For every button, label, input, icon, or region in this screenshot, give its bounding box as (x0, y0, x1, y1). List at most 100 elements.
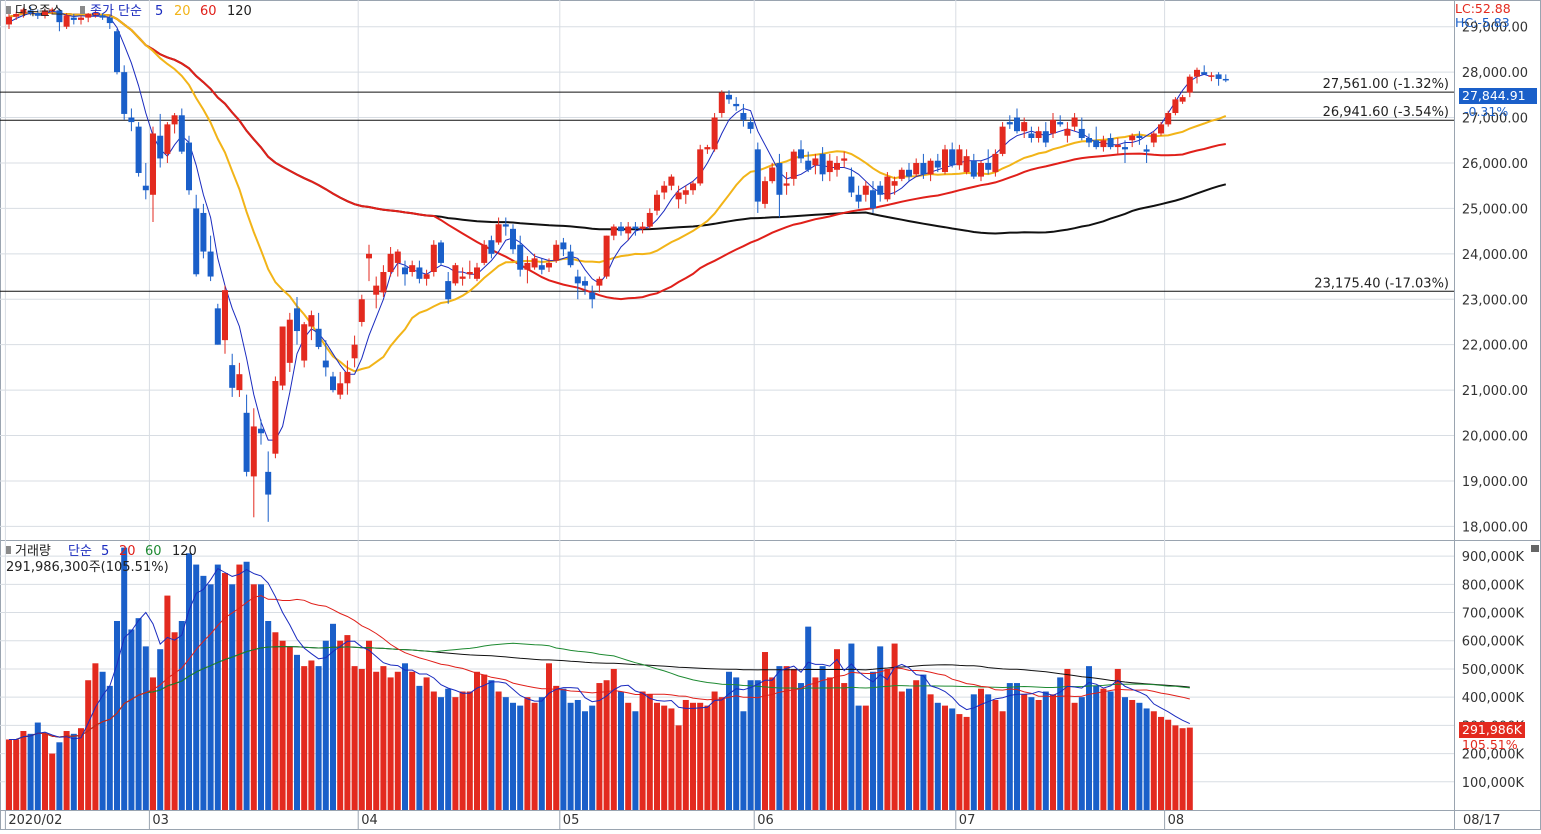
candle-down (1215, 74, 1222, 79)
candle-up (423, 274, 430, 279)
volume-bar (171, 632, 178, 810)
candle-up (1165, 113, 1172, 125)
volume-bar (373, 671, 380, 810)
volume-bar (438, 697, 444, 810)
candle-down (70, 17, 77, 20)
candle-up (992, 153, 999, 173)
candle-up (718, 92, 725, 114)
candle-down (726, 94, 732, 100)
price-moving-averages (8, 10, 1227, 441)
volume-bar (776, 666, 783, 810)
volume-bar (682, 699, 689, 810)
candle-down (517, 244, 524, 270)
ma5-label: 5 (155, 4, 163, 19)
candle-up (286, 319, 293, 363)
volume-bar (301, 666, 308, 810)
candle-up (596, 278, 603, 286)
candle-down (229, 365, 236, 388)
candle-down (243, 412, 250, 472)
volume-bar (790, 668, 797, 810)
candle-down (1093, 140, 1100, 148)
volume-bar (582, 711, 588, 810)
candle-up (704, 147, 711, 150)
candle-down (855, 194, 862, 202)
panel-close-icon[interactable] (1531, 545, 1539, 552)
volume-bar (531, 702, 538, 810)
volume-legend[interactable]: 거래량 단순 5 20 60 120 291,986,300주(105.51%) (6, 544, 197, 575)
volume-bar (574, 699, 581, 810)
volume-bar (1172, 725, 1179, 810)
ma120-line (8, 11, 1227, 235)
candle-up (452, 265, 459, 284)
price-tick-label: 23,000.00 (1462, 293, 1528, 308)
candle-up (337, 383, 344, 395)
volume-bar (150, 677, 156, 810)
current-volume-pct: 105.51% (1462, 737, 1518, 752)
volume-tick-label: 500,000K (1462, 663, 1525, 678)
candle-up (344, 371, 351, 384)
volume-bar (495, 691, 502, 810)
candle-down (56, 10, 63, 23)
volume-tick-label: 900,000K (1462, 550, 1525, 565)
candle-up (85, 13, 92, 18)
volume-bar (34, 722, 41, 810)
volume-bar (992, 699, 999, 810)
candle-up (1071, 117, 1078, 127)
volume-bar (481, 674, 488, 810)
candle-down (438, 242, 444, 263)
candle-up (6, 16, 12, 25)
volume-bar (855, 705, 862, 810)
volume-bar (474, 671, 480, 810)
ma120-label: 120 (227, 4, 252, 19)
volume-bar (1179, 728, 1186, 810)
volume-bar (236, 564, 243, 810)
volume-bar (783, 666, 790, 810)
volume-bar (286, 646, 293, 810)
candle-down (416, 267, 423, 279)
volume-tick-label: 200,000K (1462, 748, 1525, 763)
price-legend[interactable]: 다우존스 종가 단순 5 20 60 120 (6, 4, 252, 19)
candle-down (776, 162, 783, 195)
vol-ma5-line (9, 567, 1191, 740)
candle-down (1143, 149, 1150, 152)
volume-bar (445, 688, 452, 810)
candle-down (870, 190, 876, 209)
candle-down (106, 17, 113, 24)
candle-down (1086, 138, 1092, 143)
candle-down (582, 281, 588, 286)
candle-up (690, 183, 696, 191)
candle-up (646, 212, 653, 227)
candle-down (632, 226, 639, 229)
candle-up (603, 235, 610, 277)
volume-bar (812, 677, 819, 810)
candle-down (906, 169, 912, 177)
candle-up (1100, 140, 1107, 148)
volume-bar (834, 649, 840, 810)
volume-bar (1042, 691, 1049, 810)
volume-tick-label: 700,000K (1462, 607, 1525, 622)
candle-up (812, 158, 819, 166)
volume-bar (272, 632, 279, 810)
candle-down (1136, 135, 1143, 138)
vol-ma20-label: 20 (119, 544, 136, 559)
candle-down (1014, 117, 1020, 132)
volume-bar (862, 705, 869, 810)
volume-bar (675, 725, 682, 810)
candle-up (675, 192, 682, 200)
volume-bar (654, 702, 660, 810)
candle-down (877, 185, 884, 195)
volume-bar (805, 626, 812, 810)
volume-bar (906, 688, 912, 810)
volume-bar (1028, 697, 1035, 810)
candle-down (819, 153, 826, 175)
volume-bar (20, 731, 27, 810)
volume-bar (344, 635, 351, 810)
candle-up (495, 224, 502, 243)
candle-down (207, 251, 214, 277)
volume-bar (157, 649, 164, 810)
candle-down (99, 15, 106, 18)
candle-down (949, 149, 956, 166)
price-tick-label: 19,000.00 (1462, 475, 1528, 490)
